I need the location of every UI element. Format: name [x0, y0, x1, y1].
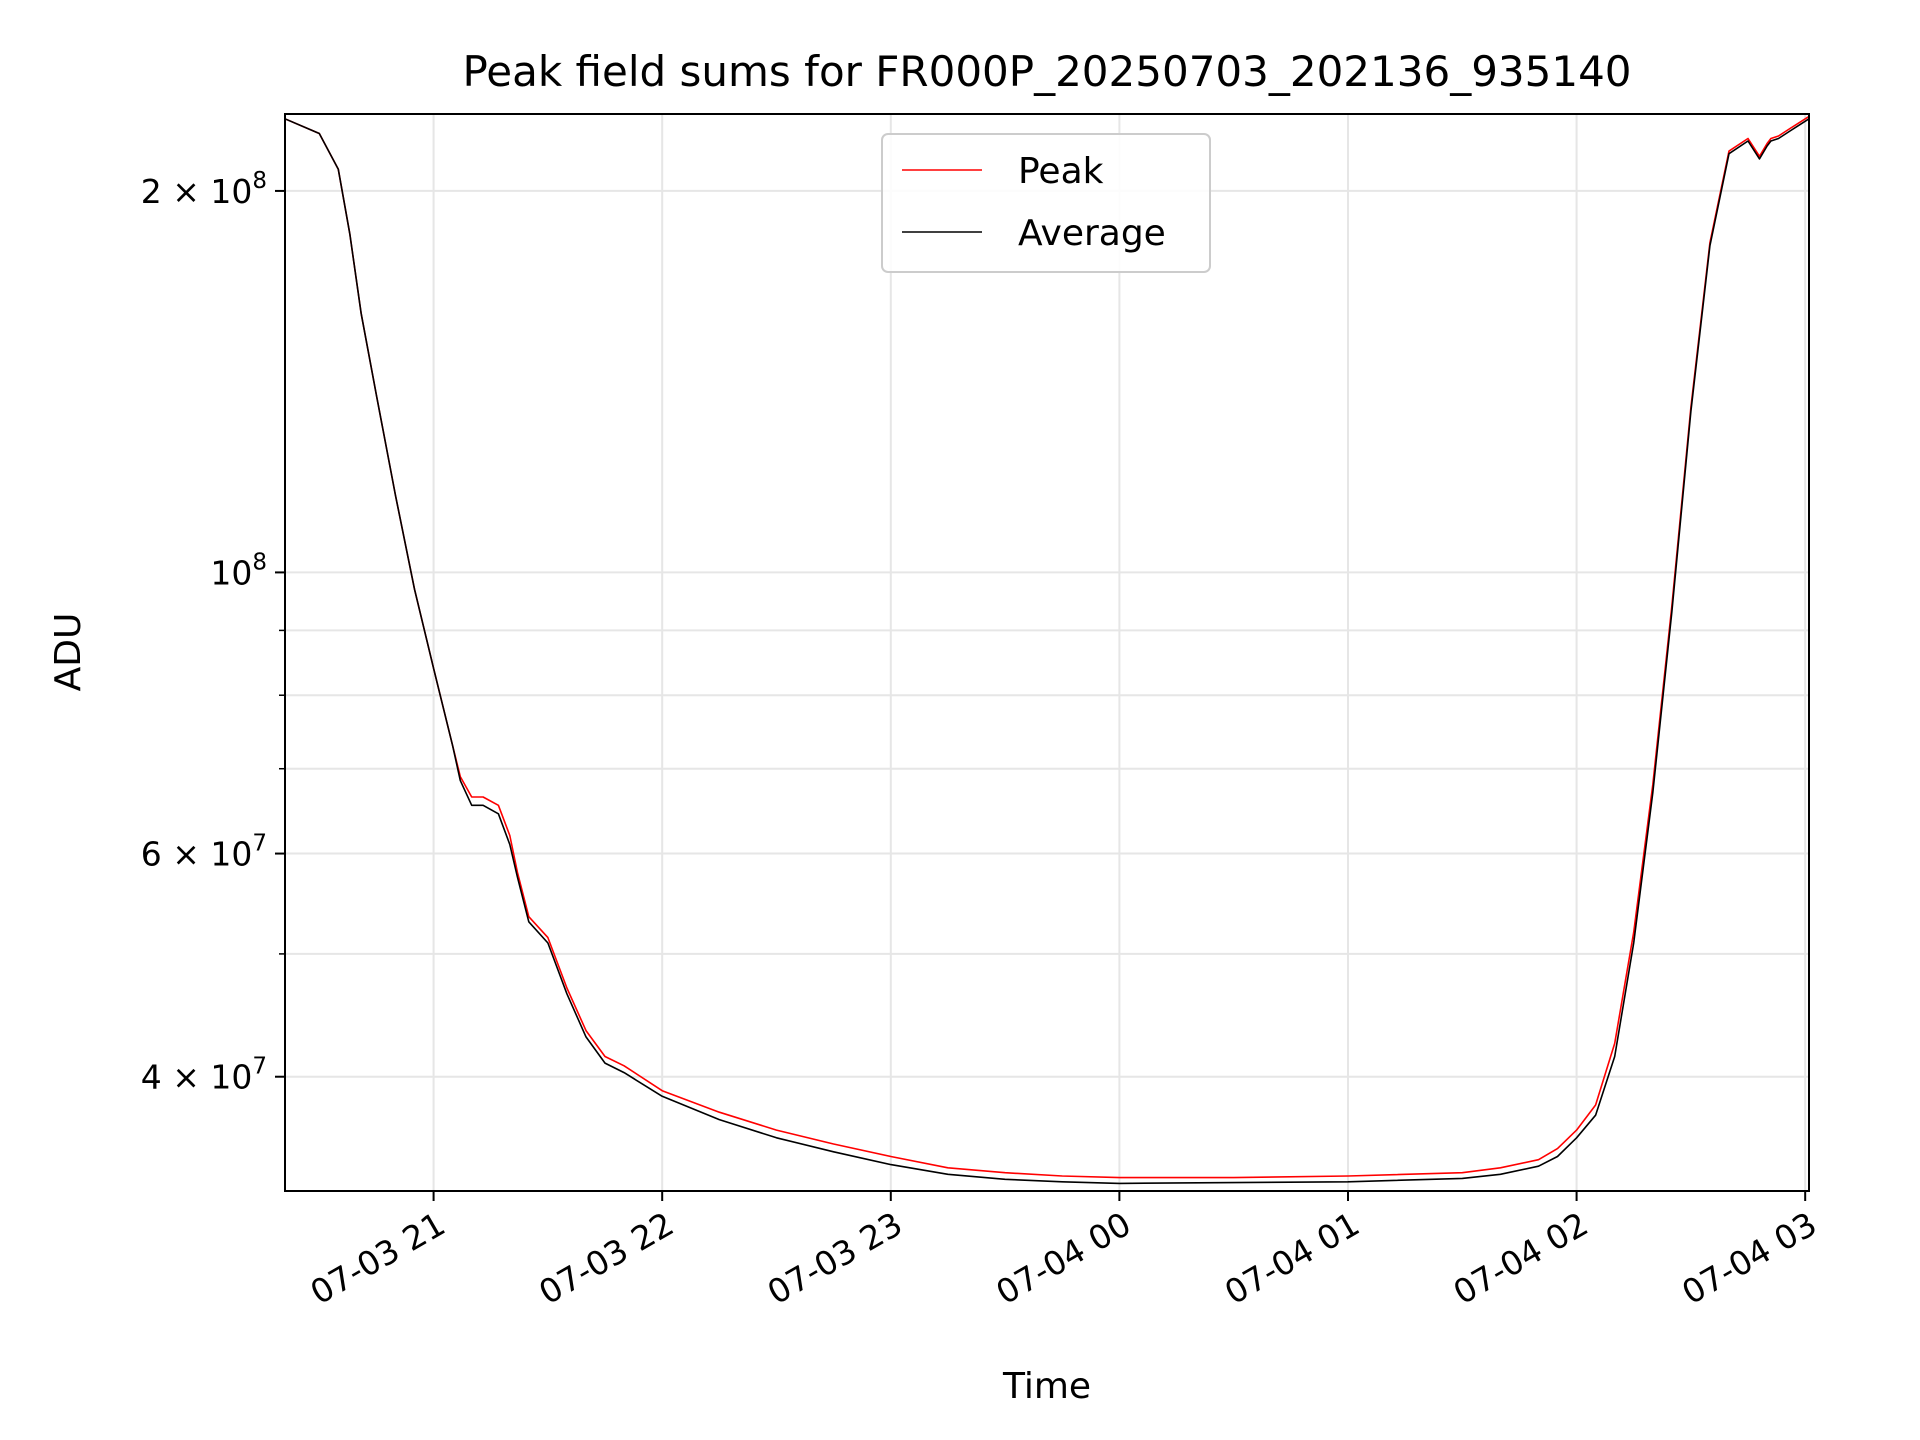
legend-label-average: Average — [1018, 213, 1166, 254]
chart-title: Peak field sums for FR000P_20250703_2021… — [462, 47, 1631, 96]
plot-lines — [284, 115, 1810, 1185]
y-tick-label: 6 × 107 — [141, 831, 267, 874]
legend: Peak Average — [881, 133, 1211, 273]
y-axis: 4 × 107 6 × 107 108 2 × 108 — [141, 168, 285, 1097]
plot-frame — [284, 113, 1810, 1192]
series-line-average — [284, 118, 1810, 1185]
y-tick-label: 108 — [210, 549, 267, 592]
x-axis-title: Time — [1002, 1366, 1091, 1407]
y-tick-label: 4 × 107 — [141, 1054, 267, 1097]
y-axis-title: ADU — [48, 613, 89, 692]
y-tick-label: 2 × 108 — [141, 168, 267, 211]
legend-box — [881, 133, 1211, 273]
legend-label-peak: Peak — [1018, 151, 1104, 192]
